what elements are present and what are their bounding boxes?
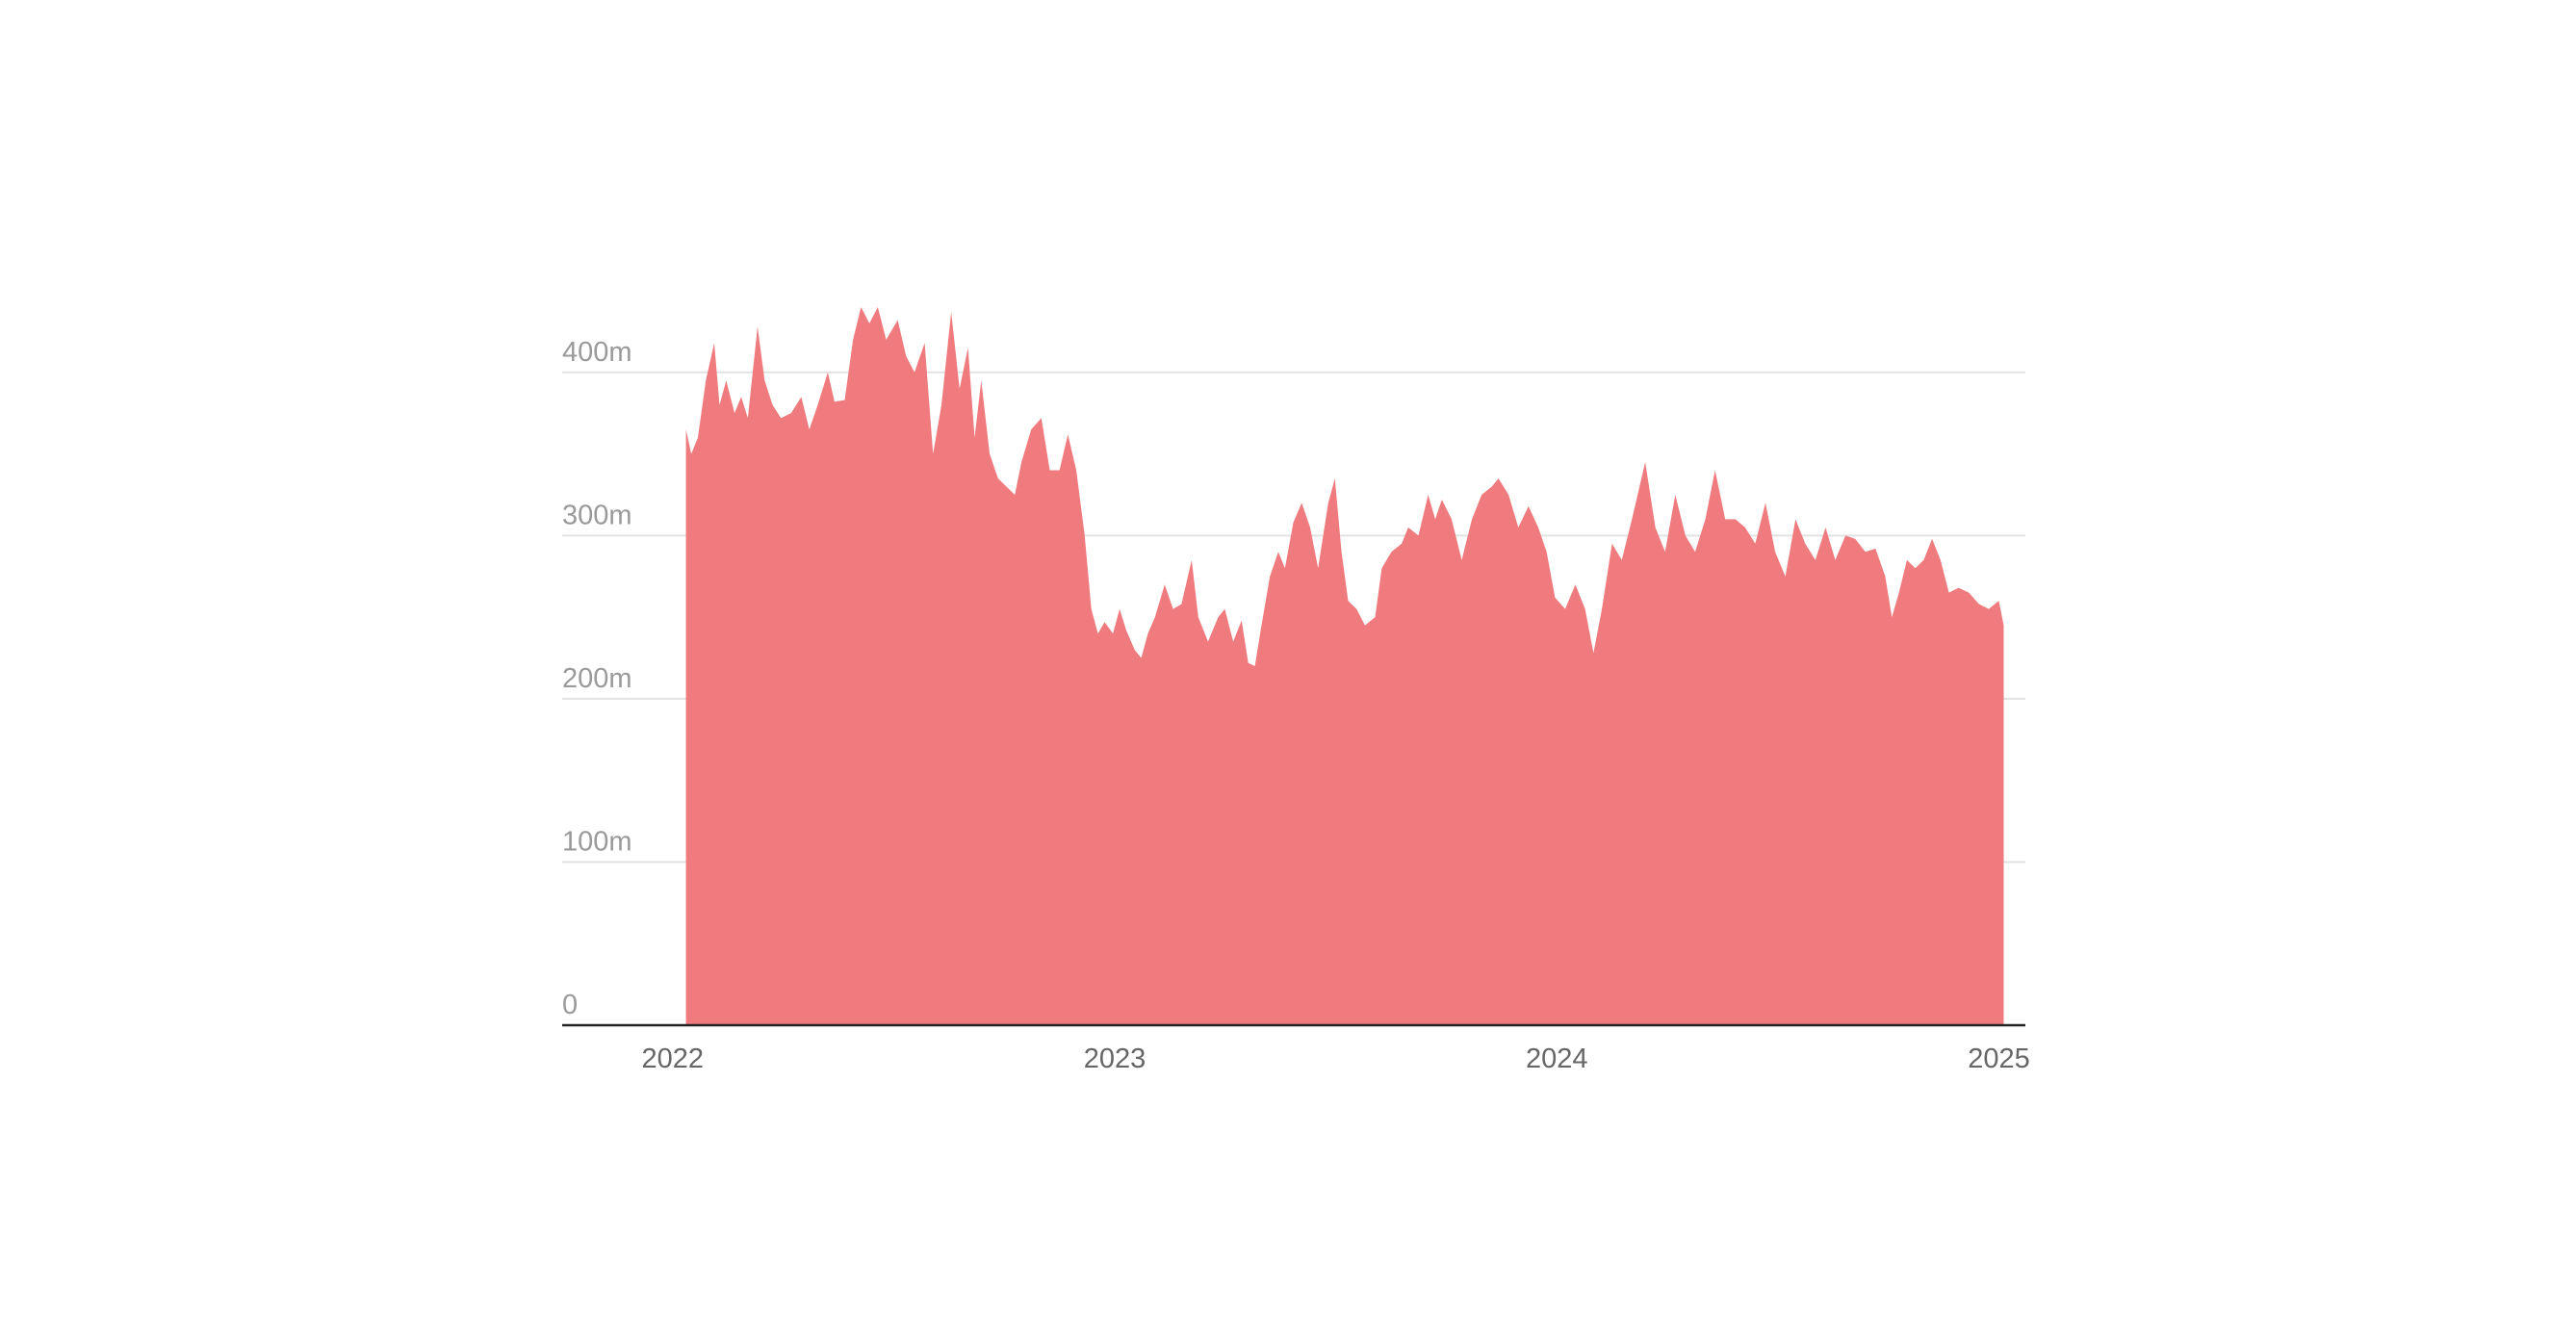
x-tick-label: 2022	[642, 1044, 705, 1074]
y-tick-label: 400m	[562, 337, 632, 368]
x-tick-label: 2023	[1084, 1044, 1146, 1074]
y-tick-label: 200m	[562, 663, 632, 694]
x-tick-label: 2025	[1968, 1044, 2030, 1074]
y-tick-label: 0	[562, 990, 578, 1020]
x-tick-label: 2024	[1526, 1044, 1588, 1074]
y-tick-label: 300m	[562, 500, 632, 530]
y-tick-label: 100m	[562, 826, 632, 857]
area	[685, 306, 2004, 1025]
